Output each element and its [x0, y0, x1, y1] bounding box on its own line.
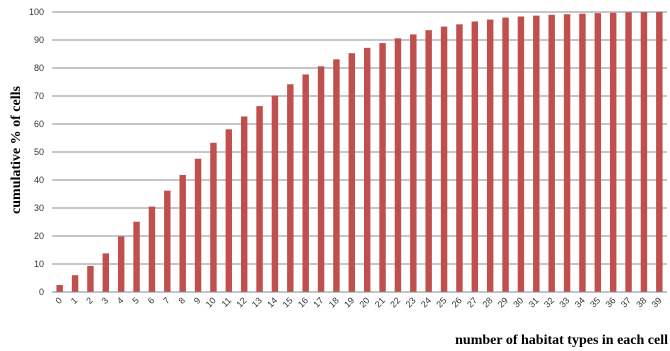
bar	[271, 95, 279, 292]
x-tick-label: 7	[161, 295, 172, 306]
y-tick-label: 20	[34, 231, 44, 241]
bar	[640, 12, 648, 293]
bar	[625, 12, 632, 293]
x-tick-label: 12	[234, 295, 248, 309]
y-tick-label: 40	[34, 175, 44, 185]
bar	[379, 43, 386, 292]
x-tick-label: 35	[588, 295, 602, 309]
bar	[456, 24, 463, 292]
y-tick-label: 100	[29, 7, 44, 17]
bar	[194, 158, 202, 292]
y-tick-label: 90	[34, 35, 44, 45]
bar	[225, 129, 233, 292]
x-tick-label: 26	[450, 295, 464, 309]
bar	[579, 13, 586, 293]
bar	[394, 38, 402, 292]
x-tick-label: 25	[434, 295, 448, 309]
x-tick-label: 27	[465, 295, 479, 309]
y-tick-label: 10	[34, 259, 44, 269]
bar	[317, 66, 325, 292]
bar	[502, 17, 509, 292]
bar	[117, 236, 125, 292]
bar	[287, 84, 294, 293]
x-tick-label: 0	[53, 295, 64, 306]
bar	[517, 16, 525, 292]
bar	[210, 142, 217, 292]
x-tick-label: 36	[603, 295, 617, 309]
gridlines	[52, 11, 667, 265]
bar	[471, 21, 479, 293]
y-tick-label: 60	[34, 119, 44, 129]
x-tick-label: 4	[115, 295, 126, 306]
x-tick-label: 11	[220, 295, 234, 309]
bar	[240, 116, 248, 292]
bar	[87, 265, 94, 292]
bar	[333, 59, 340, 292]
bar	[563, 14, 571, 293]
bar	[594, 13, 602, 293]
x-tick-label: 13	[250, 295, 264, 309]
x-tick-label: 29	[496, 295, 510, 309]
x-tick-label: 6	[146, 295, 157, 306]
x-tick-label: 19	[342, 295, 356, 309]
x-tick-labels: 0 1 2 3 4 5 6 7 8 9 10 11 12 13 14 15 16 17 18 19 20 21 22 23 24…	[53, 295, 663, 309]
y-tick-labels: 0 10 20 30 40 50 60 70 80 90 100	[29, 7, 44, 297]
bars	[56, 12, 663, 293]
bar	[179, 174, 186, 292]
x-tick-label: 5	[130, 295, 141, 306]
bar	[302, 74, 309, 292]
x-tick-label: 23	[404, 295, 418, 309]
x-tick-label: 30	[511, 295, 525, 309]
x-tick-label: 20	[357, 295, 371, 309]
y-tick-label: 50	[34, 147, 44, 157]
bar	[256, 106, 263, 292]
x-tick-label: 16	[296, 295, 310, 309]
bar	[548, 14, 555, 293]
x-tick-label: 31	[527, 295, 541, 309]
bar	[102, 253, 110, 292]
bar	[656, 12, 663, 292]
bar	[425, 30, 432, 292]
bar	[486, 19, 494, 293]
x-tick-label: 17	[311, 295, 325, 309]
x-tick-label: 15	[281, 295, 295, 309]
x-tick-label: 8	[176, 295, 187, 306]
y-tick-label: 0	[39, 287, 44, 297]
y-tick-label: 80	[34, 63, 44, 73]
bar	[609, 12, 617, 293]
x-tick-label: 10	[204, 295, 218, 309]
bar	[410, 34, 417, 293]
x-tick-label: 28	[480, 295, 494, 309]
bar	[533, 15, 540, 292]
x-tick-label: 22	[388, 295, 402, 309]
x-tick-label: 18	[327, 295, 341, 309]
bar	[133, 221, 140, 292]
x-tick-label: 2	[84, 295, 95, 306]
bar	[348, 53, 356, 292]
bar	[440, 26, 448, 293]
x-tick-label: 37	[619, 295, 633, 309]
bar	[71, 275, 79, 292]
y-tick-label: 30	[34, 203, 44, 213]
x-axis-title: number of habitat types in each cell	[455, 333, 668, 348]
y-tick-label: 70	[34, 91, 44, 101]
bar	[164, 190, 171, 292]
x-tick-label: 39	[650, 295, 664, 309]
x-tick-label: 9	[192, 295, 203, 306]
x-tick-label: 32	[542, 295, 556, 309]
x-tick-label: 3	[100, 295, 111, 306]
bar	[56, 285, 63, 292]
x-tick-label: 34	[573, 295, 587, 309]
x-tick-label: 38	[634, 295, 648, 309]
x-tick-label: 33	[557, 295, 571, 309]
y-axis-title: cumulative % of cells	[9, 85, 24, 213]
x-tick-label: 21	[373, 295, 387, 309]
bar	[363, 47, 371, 293]
x-tick-label: 14	[265, 295, 279, 309]
bar	[148, 206, 156, 292]
x-tick-label: 1	[69, 295, 80, 306]
x-tick-label: 24	[419, 295, 433, 309]
